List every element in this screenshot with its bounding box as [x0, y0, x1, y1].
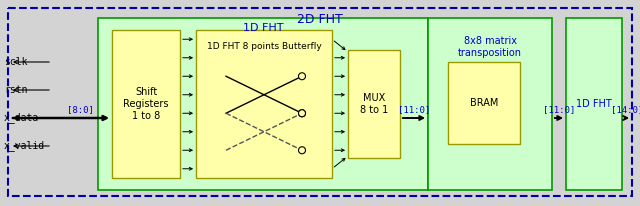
Text: fht_2d_valid: fht_2d_valid [638, 140, 640, 151]
Text: 1D FHT: 1D FHT [243, 23, 284, 33]
Bar [566, 18, 622, 190]
Circle shape [298, 110, 305, 117]
Circle shape [298, 110, 305, 117]
Text: [11:0]: [11:0] [543, 105, 575, 115]
Text: rstn: rstn [4, 85, 28, 95]
Text: Shift
Registers
1 to 8: Shift Registers 1 to 8 [124, 87, 169, 121]
Bar [348, 50, 400, 158]
Text: x_data: x_data [4, 112, 39, 123]
Text: BRAM: BRAM [470, 98, 498, 108]
Circle shape [298, 73, 305, 80]
Bar [428, 18, 552, 190]
Circle shape [298, 147, 305, 154]
Text: fht_2d_data: fht_2d_data [638, 112, 640, 123]
Text: MUX
8 to 1: MUX 8 to 1 [360, 93, 388, 115]
Bar [448, 62, 520, 144]
Text: 8x8 matrix
transposition: 8x8 matrix transposition [458, 36, 522, 58]
Text: x_valid: x_valid [4, 140, 45, 151]
Text: sclk: sclk [4, 57, 28, 67]
Bar [98, 18, 428, 190]
Text: [8:0]: [8:0] [67, 105, 93, 115]
Text: [11:0]: [11:0] [398, 105, 430, 115]
Text: 1D FHT: 1D FHT [576, 99, 612, 109]
Bar [196, 30, 332, 178]
Bar [112, 30, 180, 178]
Text: 2D FHT: 2D FHT [297, 13, 343, 26]
Text: [14:0]: [14:0] [611, 105, 640, 115]
Text: 1D FHT 8 points Butterfly: 1D FHT 8 points Butterfly [207, 42, 321, 51]
